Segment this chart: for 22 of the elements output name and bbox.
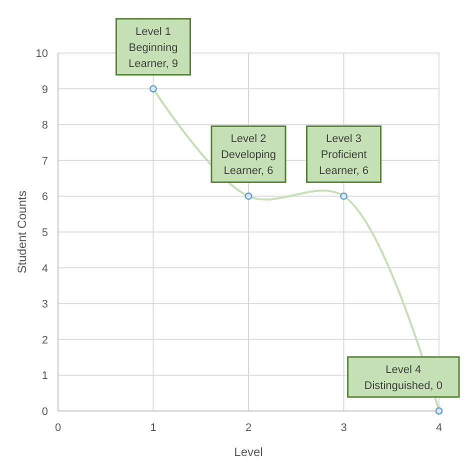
y-axis-title: Student Counts — [15, 190, 29, 274]
y-tick-label: 0 — [42, 406, 48, 418]
y-tick-label: 4 — [42, 262, 48, 275]
y-tick-label: 10 — [36, 48, 48, 60]
x-tick-label: 1 — [150, 422, 156, 434]
y-tick-label: 5 — [42, 227, 48, 239]
x-tick-label: 3 — [340, 422, 347, 434]
x-tick-label: 4 — [436, 422, 442, 434]
x-tick-label: 2 — [245, 422, 252, 434]
annotation: Level 3 Proficient Learner, 6 — [318, 133, 369, 178]
x-tick-label: 0 — [54, 422, 62, 434]
y-tick-label: 7 — [42, 155, 48, 168]
y-tick-label: 3 — [42, 298, 48, 311]
y-tick-label: 8 — [42, 120, 48, 132]
x-axis-title: Level — [234, 445, 263, 459]
annotation: Level 2 Developing Learner, 6 — [220, 133, 276, 178]
y-tick-label: 6 — [42, 191, 48, 204]
y-tick-label: 1 — [42, 370, 48, 382]
annotation: Level 4 Distinguished, 0 — [364, 364, 443, 392]
y-tick-label: 2 — [42, 334, 48, 346]
annotation: Level 1 Beginning Learner, 9 — [128, 26, 178, 70]
y-tick-label: 9 — [42, 84, 48, 96]
